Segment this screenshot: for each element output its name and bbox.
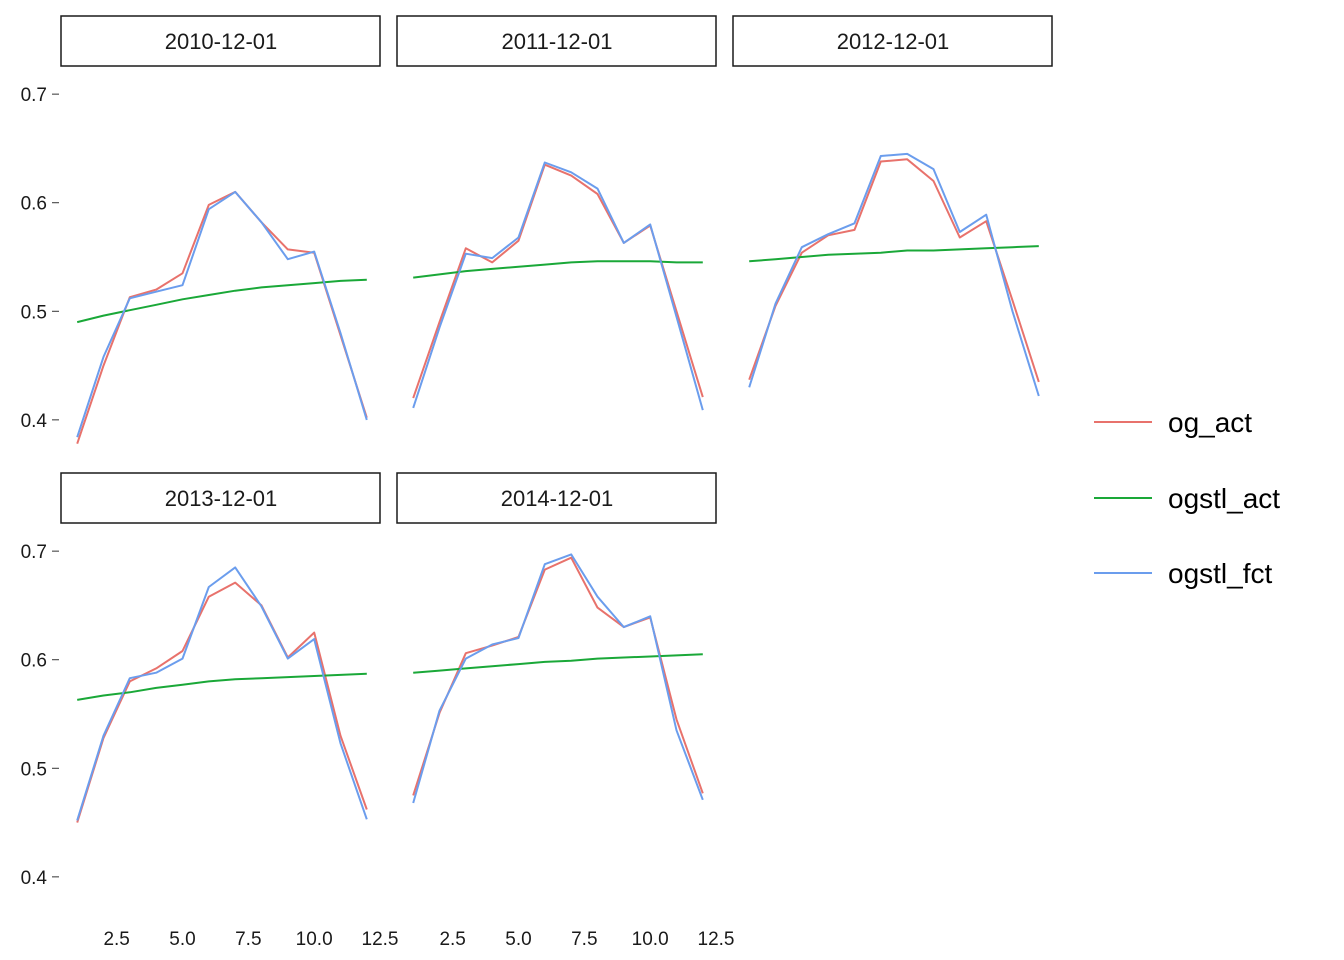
legend-label: og_act	[1168, 407, 1252, 438]
legend: og_act ogstl_act ogstl_fct	[1094, 407, 1280, 589]
facet-strip	[396, 15, 717, 67]
facet-panel: 2012-12-01	[732, 15, 1053, 397]
series-line-ogstl-fct	[76, 190, 368, 438]
y-tick-label: 0.7	[21, 85, 47, 106]
facet-strip-label: 2012-12-01	[837, 29, 950, 54]
y-tick-label: 0.7	[21, 542, 47, 563]
y-tick-label: 0.6	[21, 651, 47, 672]
legend-item-ogstl-act: ogstl_act	[1094, 483, 1280, 514]
x-tick-label: 5.0	[169, 929, 195, 950]
y-tick-label: 0.6	[21, 194, 47, 215]
legend-item-ogstl-fct: ogstl_fct	[1094, 558, 1272, 589]
y-tick-label: 0.5	[21, 759, 47, 780]
y-tick-label: 0.4	[21, 868, 48, 889]
facet-strip-label: 2013-12-01	[165, 486, 278, 511]
x-tick-label: 12.5	[362, 929, 399, 950]
facet-strip	[60, 15, 381, 67]
facet-strip	[732, 15, 1053, 67]
x-tick-label: 12.5	[698, 929, 735, 950]
facet-strip	[60, 472, 381, 524]
axes-layer: 0.4 0.5 0.6 0.7 0.4 0.5 0.6 0.7 2.5 5.0 7.5 10.0 12.…	[21, 85, 735, 950]
legend-label: ogstl_act	[1168, 483, 1280, 514]
x-tick-label: 5.0	[505, 929, 531, 950]
series-line-ogstl-act	[77, 672, 367, 701]
legend-item-og-act: og_act	[1094, 407, 1252, 438]
facet-strip-label: 2010-12-01	[165, 29, 278, 54]
series-line-og-act	[748, 158, 1040, 383]
series-line-ogstl-act	[413, 260, 703, 279]
series-line-og-act	[76, 581, 368, 823]
facet-panel: 2010-12-01	[60, 15, 381, 445]
facet-panel: 2014-12-01	[396, 472, 717, 804]
x-tick-label: 10.0	[296, 929, 333, 950]
x-tick-label: 2.5	[439, 929, 465, 950]
y-tick-label: 0.4	[21, 411, 48, 432]
series-line-ogstl-fct	[76, 566, 368, 821]
y-tick-label: 0.5	[21, 302, 47, 323]
series-line-ogstl-act	[76, 278, 367, 324]
series-line-ogstl-fct	[412, 553, 704, 804]
panels-layer: 2010-12-01 2011-12-01 2012-12-01 2013-12-01…	[60, 15, 1053, 823]
x-tick-label: 7.5	[235, 929, 261, 950]
facet-panel: 2011-12-01	[396, 15, 717, 411]
x-tick-label: 10.0	[632, 929, 669, 950]
legend-label: ogstl_fct	[1168, 558, 1272, 589]
facet-strip	[396, 472, 717, 524]
x-tick-label: 2.5	[103, 929, 129, 950]
facet-strip-label: 2014-12-01	[501, 486, 614, 511]
facet-panel: 2013-12-01	[60, 472, 381, 823]
x-tick-label: 7.5	[571, 929, 597, 950]
facet-strip-label: 2011-12-01	[502, 29, 613, 54]
series-line-ogstl-fct	[412, 161, 704, 411]
series-line-ogstl-fct	[748, 152, 1040, 397]
